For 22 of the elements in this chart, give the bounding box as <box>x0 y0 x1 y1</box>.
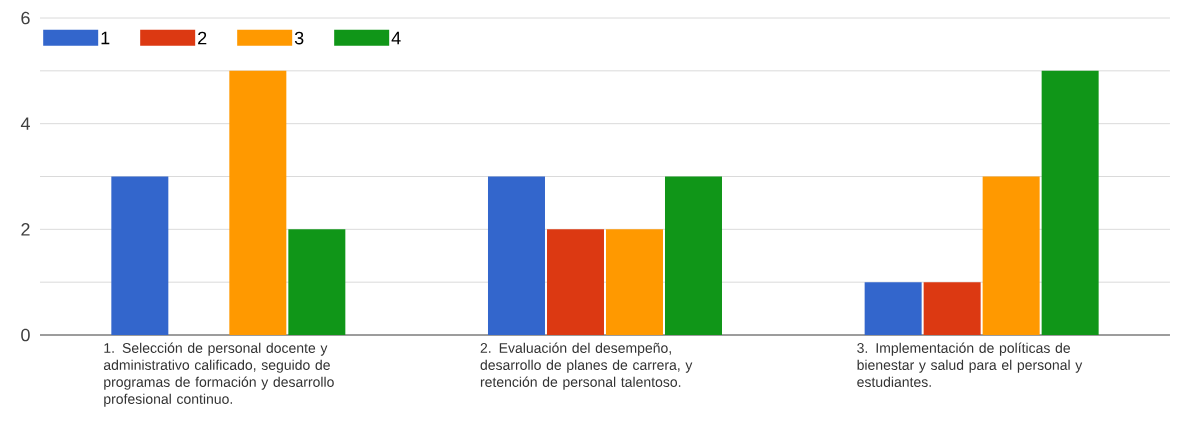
legend-label: 3 <box>294 31 304 45</box>
bar <box>546 229 604 335</box>
x-tick-label: 1. Selección de personal docente y administrativo calificado, seguido de programas de formación y desarrollo profesional continuo. <box>103 342 334 407</box>
legend-label: 4 <box>391 31 401 45</box>
bar <box>288 229 346 335</box>
legend-label: 2 <box>198 31 207 45</box>
bar <box>229 70 287 335</box>
bar <box>923 282 981 335</box>
bar <box>864 282 922 335</box>
x-tick-label: 2. Evaluación del desempeño, desarrollo de planes de carrera, y retención de personal talentoso. <box>480 342 693 390</box>
bar <box>664 176 722 335</box>
bar <box>1041 70 1099 335</box>
bar <box>982 176 1040 335</box>
y-tick-label: 2 <box>21 223 30 236</box>
x-tick-label: 3. Implementación de políticas de bienestar y salud para el personal y estudiantes. <box>857 342 1083 387</box>
bar <box>487 176 545 335</box>
legend-label: 1 <box>101 31 110 45</box>
y-tick-label: 4 <box>20 117 30 130</box>
bar <box>605 229 663 335</box>
bar <box>111 176 169 335</box>
y-tick-label: 6 <box>21 11 30 25</box>
y-tick-label: 0 <box>21 328 30 342</box>
